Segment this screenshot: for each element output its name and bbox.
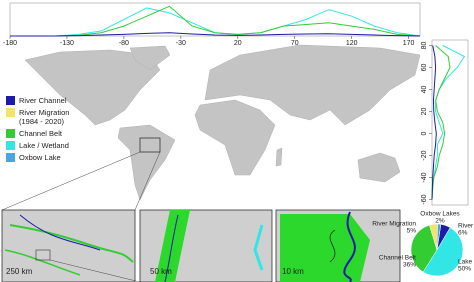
legend-item: River Migration (1984 - 2020): [6, 108, 86, 126]
x-tick-label: -130: [60, 40, 74, 47]
pie-value: 5%: [407, 228, 417, 235]
y-tick-label: -40: [421, 172, 428, 182]
legend-swatch: [6, 96, 15, 105]
profile-line: [431, 45, 451, 200]
scale-label: 250 km: [6, 267, 33, 276]
connector: [1, 151, 141, 211]
y-tick-label: -20: [421, 150, 428, 160]
legend-item: River Channel: [6, 96, 86, 105]
legend-swatch: [6, 153, 15, 162]
legend-item: Oxbow Lake: [6, 153, 86, 162]
connector: [134, 151, 161, 211]
scale-label: 50 km: [150, 267, 172, 276]
y-tick-label: 60: [421, 64, 428, 72]
y-tick-label: 40: [421, 86, 428, 94]
x-tick-label: 170: [403, 40, 415, 47]
profile-frame: [9, 2, 421, 37]
profile-line: [431, 45, 437, 200]
y-tick-label: 80: [421, 42, 428, 50]
pie-slice: [410, 224, 438, 273]
pie-label: River: [458, 223, 474, 230]
legend-item: Channel Belt: [6, 129, 86, 138]
x-tick-label: -80: [119, 40, 129, 47]
pie-label: Lake: [458, 259, 472, 266]
y-tick-label: 20: [421, 108, 428, 116]
insets: [1, 209, 401, 282]
legend-label: Lake / Wetland: [19, 141, 69, 150]
legend-item: Lake / Wetland: [6, 141, 86, 150]
x-tick-label: 120: [346, 40, 358, 47]
y-tick-label: -60: [421, 194, 428, 204]
legend-swatch: [6, 108, 15, 117]
profile-line: [431, 45, 466, 200]
x-tick-label: -180: [3, 40, 17, 47]
legend-label: River Migration (1984 - 2020): [19, 108, 70, 126]
pie-value: 50%: [458, 266, 471, 273]
legend-label: Oxbow Lake: [19, 153, 61, 162]
pie-slice: [422, 227, 464, 277]
pie-value: 6%: [458, 230, 468, 237]
pie-label: Oxbow Lakes: [420, 211, 460, 218]
pie-label: Channel Belt: [379, 255, 416, 262]
x-tick-label: 70: [291, 40, 299, 47]
legend-label: Channel Belt: [19, 129, 62, 138]
x-tick-label: 20: [234, 40, 242, 47]
legend: River Channel River Migration (1984 - 202…: [6, 96, 86, 165]
pie-label: River Migration: [372, 221, 416, 228]
pie-slice: [436, 223, 442, 251]
legend-swatch: [6, 141, 15, 150]
world-map: [24, 44, 421, 201]
legend-label: River Channel: [19, 96, 67, 105]
profile-frame: [431, 39, 469, 206]
profile-line: [10, 5, 421, 37]
pie-value: 36%: [403, 262, 416, 269]
y-tick-label: 0: [421, 131, 428, 135]
scale-label: 10 km: [282, 267, 304, 276]
map-zoom-box: [139, 137, 161, 153]
profile-line: [10, 32, 421, 37]
pie-value: 2%: [435, 218, 445, 225]
profile-line: [10, 7, 421, 37]
x-tick-label: -30: [176, 40, 186, 47]
legend-swatch: [6, 129, 15, 138]
